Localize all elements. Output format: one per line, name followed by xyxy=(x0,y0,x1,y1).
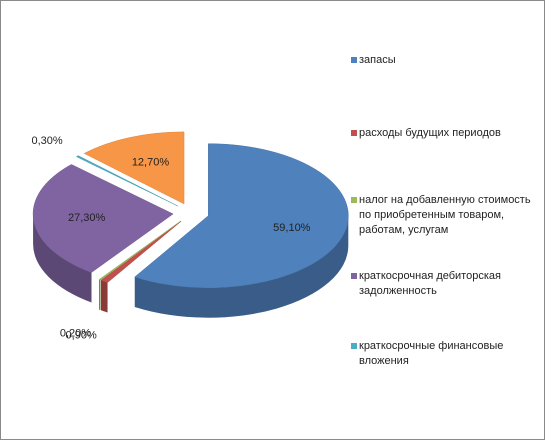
slice-side xyxy=(100,280,108,313)
legend-swatch xyxy=(351,343,357,349)
legend-label: краткосрочные финансовые вложения xyxy=(359,340,504,367)
data-label: 0,30% xyxy=(31,135,62,147)
legend-swatch xyxy=(351,130,357,136)
legend-entry: налог на добавленную стоимость по приобр… xyxy=(351,193,539,238)
slice xyxy=(83,131,185,205)
slice xyxy=(100,221,182,283)
data-label: 0,90% xyxy=(66,329,97,341)
data-label: 0,20% xyxy=(60,327,91,339)
slice xyxy=(32,164,174,273)
slice xyxy=(98,220,181,281)
legend-label: расходы будущих периодов xyxy=(359,127,501,139)
legend-label: краткосрочная дебиторская задолженность xyxy=(359,270,501,297)
tops xyxy=(32,131,349,288)
legend-swatch xyxy=(351,197,357,203)
slice-side xyxy=(99,279,101,311)
labels: 59,10% 0,90%0,20% 27,30% 0,30% 12,70% xyxy=(31,135,310,341)
slice-side xyxy=(134,215,349,318)
legend-entry: расходы будущих периодов xyxy=(351,126,539,141)
data-label: 27,30% xyxy=(68,212,106,224)
data-label: 59,10% xyxy=(273,222,311,234)
data-label: 12,70% xyxy=(132,157,170,169)
slice xyxy=(75,155,179,207)
legend-entry: краткосрочная дебиторская задолженность xyxy=(351,269,539,299)
legend-swatch xyxy=(351,57,357,63)
legend-swatch xyxy=(351,273,357,279)
legend-entry: краткосрочные финансовые вложения xyxy=(351,339,539,369)
slice xyxy=(134,143,349,288)
legend-label: запасы xyxy=(359,54,396,66)
legend-label: налог на добавленную стоимость по приобр… xyxy=(359,194,531,236)
legend-entry: запасы xyxy=(351,53,539,68)
